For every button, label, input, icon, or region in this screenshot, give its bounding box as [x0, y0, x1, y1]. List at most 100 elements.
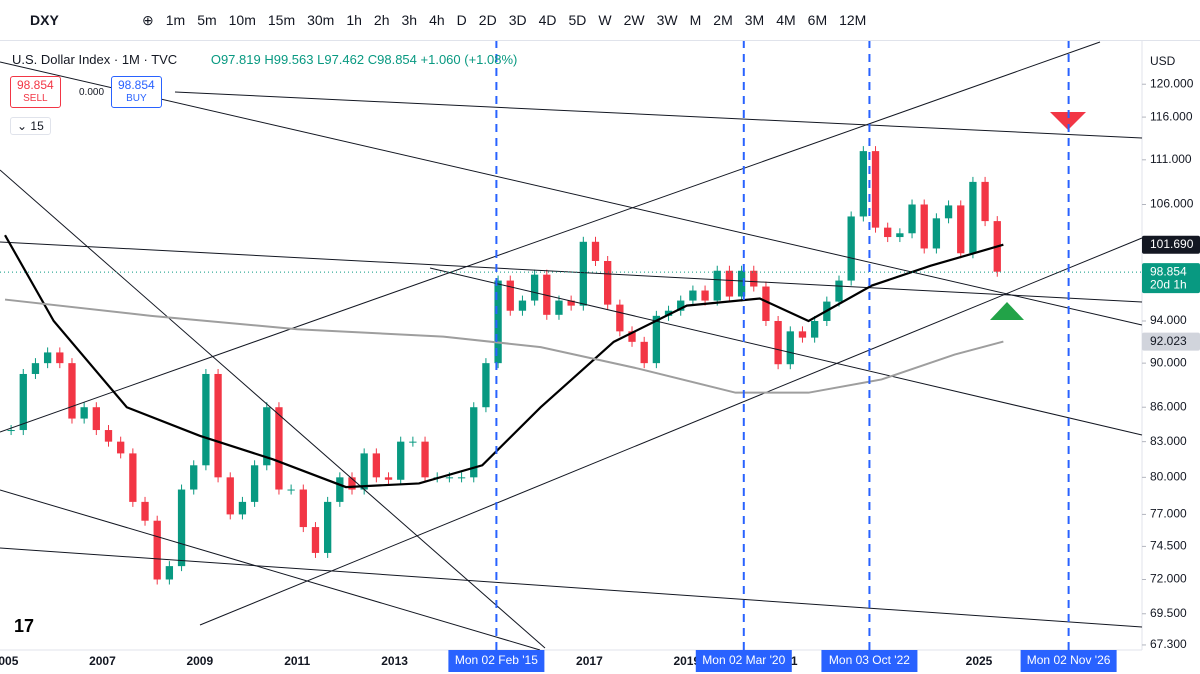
- interval[interactable]: 5D: [568, 12, 587, 28]
- currency[interactable]: USD: [1150, 54, 1176, 68]
- price-label: 92.023: [1150, 334, 1187, 348]
- trendlines: [0, 41, 1143, 651]
- candle-body: [202, 373, 210, 466]
- sell-label: SELL: [23, 93, 48, 104]
- interval[interactable]: 4M: [776, 12, 796, 28]
- logo: 17: [14, 616, 34, 636]
- candle-body: [299, 489, 307, 528]
- interval[interactable]: W: [598, 12, 612, 28]
- date-marker-box: [695, 650, 792, 672]
- open: O97.819: [210, 52, 261, 67]
- interval[interactable]: 2D: [478, 12, 497, 28]
- interval[interactable]: 1m: [165, 12, 186, 28]
- candle-body: [165, 566, 174, 580]
- y-tick-label: 86.000: [1150, 399, 1187, 413]
- candle-body: [701, 290, 709, 301]
- candle-body: [835, 280, 843, 302]
- candle-body: [19, 373, 27, 431]
- candle-body: [871, 151, 880, 228]
- candle-body: [457, 477, 466, 479]
- interval[interactable]: 5m: [197, 12, 217, 28]
- spread: 0.000: [79, 87, 105, 98]
- candle-body: [43, 352, 52, 364]
- date-marker-box: [1020, 650, 1117, 672]
- interval[interactable]: 2M: [713, 12, 733, 28]
- indicators[interactable]: ⌄ 15: [10, 117, 51, 135]
- symbol[interactable]: DXY: [30, 12, 59, 28]
- price-label: 98.854: [1150, 264, 1187, 278]
- interval[interactable]: 15m: [267, 12, 296, 28]
- candle-body: [384, 477, 393, 480]
- sell-button[interactable]: 98.854 SELL: [10, 76, 61, 108]
- candle-body: [981, 181, 989, 222]
- candle-body: [555, 300, 563, 315]
- interval[interactable]: 12M: [839, 12, 867, 28]
- candle-body: [153, 520, 161, 580]
- candle-body: [944, 205, 953, 219]
- add[interactable]: ⊕: [142, 11, 154, 28]
- candle-body: [579, 241, 587, 306]
- y-tick-label: 67.300: [1150, 637, 1187, 651]
- y-tick-label: 69.500: [1150, 606, 1187, 620]
- candle-body: [238, 501, 247, 515]
- candle-body: [543, 274, 551, 315]
- candle-body: [689, 290, 697, 301]
- candle-body: [664, 310, 673, 316]
- candle-body: [311, 527, 320, 553]
- buy-label: BUY: [126, 93, 147, 104]
- buy-arrow: [990, 302, 1024, 320]
- interval[interactable]: 30m: [307, 12, 335, 28]
- interval[interactable]: 4D: [538, 12, 557, 28]
- interval[interactable]: 2W: [623, 12, 645, 28]
- candle-body: [80, 407, 88, 419]
- price-sublabel: 20d 1h: [1150, 277, 1187, 291]
- date-marker-label: Mon 03 Oct '22: [829, 653, 910, 667]
- interval[interactable]: 3h: [401, 12, 418, 28]
- buy-button[interactable]: 98.854 BUY: [111, 76, 162, 108]
- high: H99.563: [264, 52, 314, 67]
- candle-body: [250, 465, 259, 502]
- moving-average: [4, 298, 1004, 394]
- interval[interactable]: 4h: [429, 12, 445, 28]
- interval[interactable]: 6M: [807, 12, 828, 28]
- candle-body: [104, 430, 113, 442]
- y-tick-label: 116.000: [1150, 109, 1193, 123]
- interval[interactable]: 3W: [656, 12, 678, 28]
- interval[interactable]: 3D: [508, 12, 527, 28]
- candle-body: [190, 465, 198, 490]
- candle-body: [908, 204, 916, 234]
- candle-body: [226, 477, 234, 515]
- interval[interactable]: 2h: [373, 12, 390, 28]
- candle-body: [774, 320, 782, 365]
- interval[interactable]: 10m: [228, 12, 256, 28]
- candle-body: [518, 300, 527, 311]
- price-label: 101.690: [1150, 237, 1194, 251]
- candle-body: [737, 270, 746, 297]
- interval[interactable]: D: [456, 12, 467, 28]
- candle-body: [628, 331, 636, 342]
- y-tick-label: 83.000: [1150, 434, 1187, 448]
- interval[interactable]: 1h: [346, 12, 362, 28]
- candle-body: [56, 352, 64, 364]
- candle-body: [932, 218, 941, 249]
- interval[interactable]: M: [689, 12, 702, 28]
- candle-body: [616, 304, 624, 332]
- candle-body: [360, 453, 368, 490]
- y-tick-label: 72.000: [1150, 572, 1187, 586]
- y-tick-label: 106.000: [1150, 197, 1194, 211]
- y-tick-label: 90.000: [1150, 355, 1187, 369]
- plot: [7, 146, 1001, 585]
- interval[interactable]: 3M: [744, 12, 765, 28]
- svg-text:17: 17: [14, 616, 34, 636]
- candle-body: [786, 331, 794, 365]
- low: L97.462: [317, 52, 365, 67]
- candle-body: [336, 477, 344, 502]
- ohlc: O97.819 H99.563 L97.462 C98.854 +1.060 (…: [211, 52, 518, 67]
- candle-body: [129, 453, 137, 502]
- candle-body: [713, 270, 721, 301]
- x-tick-label: 2007: [89, 654, 116, 668]
- change: +1.060 (+1.08%): [420, 52, 518, 67]
- candle-body: [445, 477, 454, 479]
- candle-body: [969, 181, 977, 254]
